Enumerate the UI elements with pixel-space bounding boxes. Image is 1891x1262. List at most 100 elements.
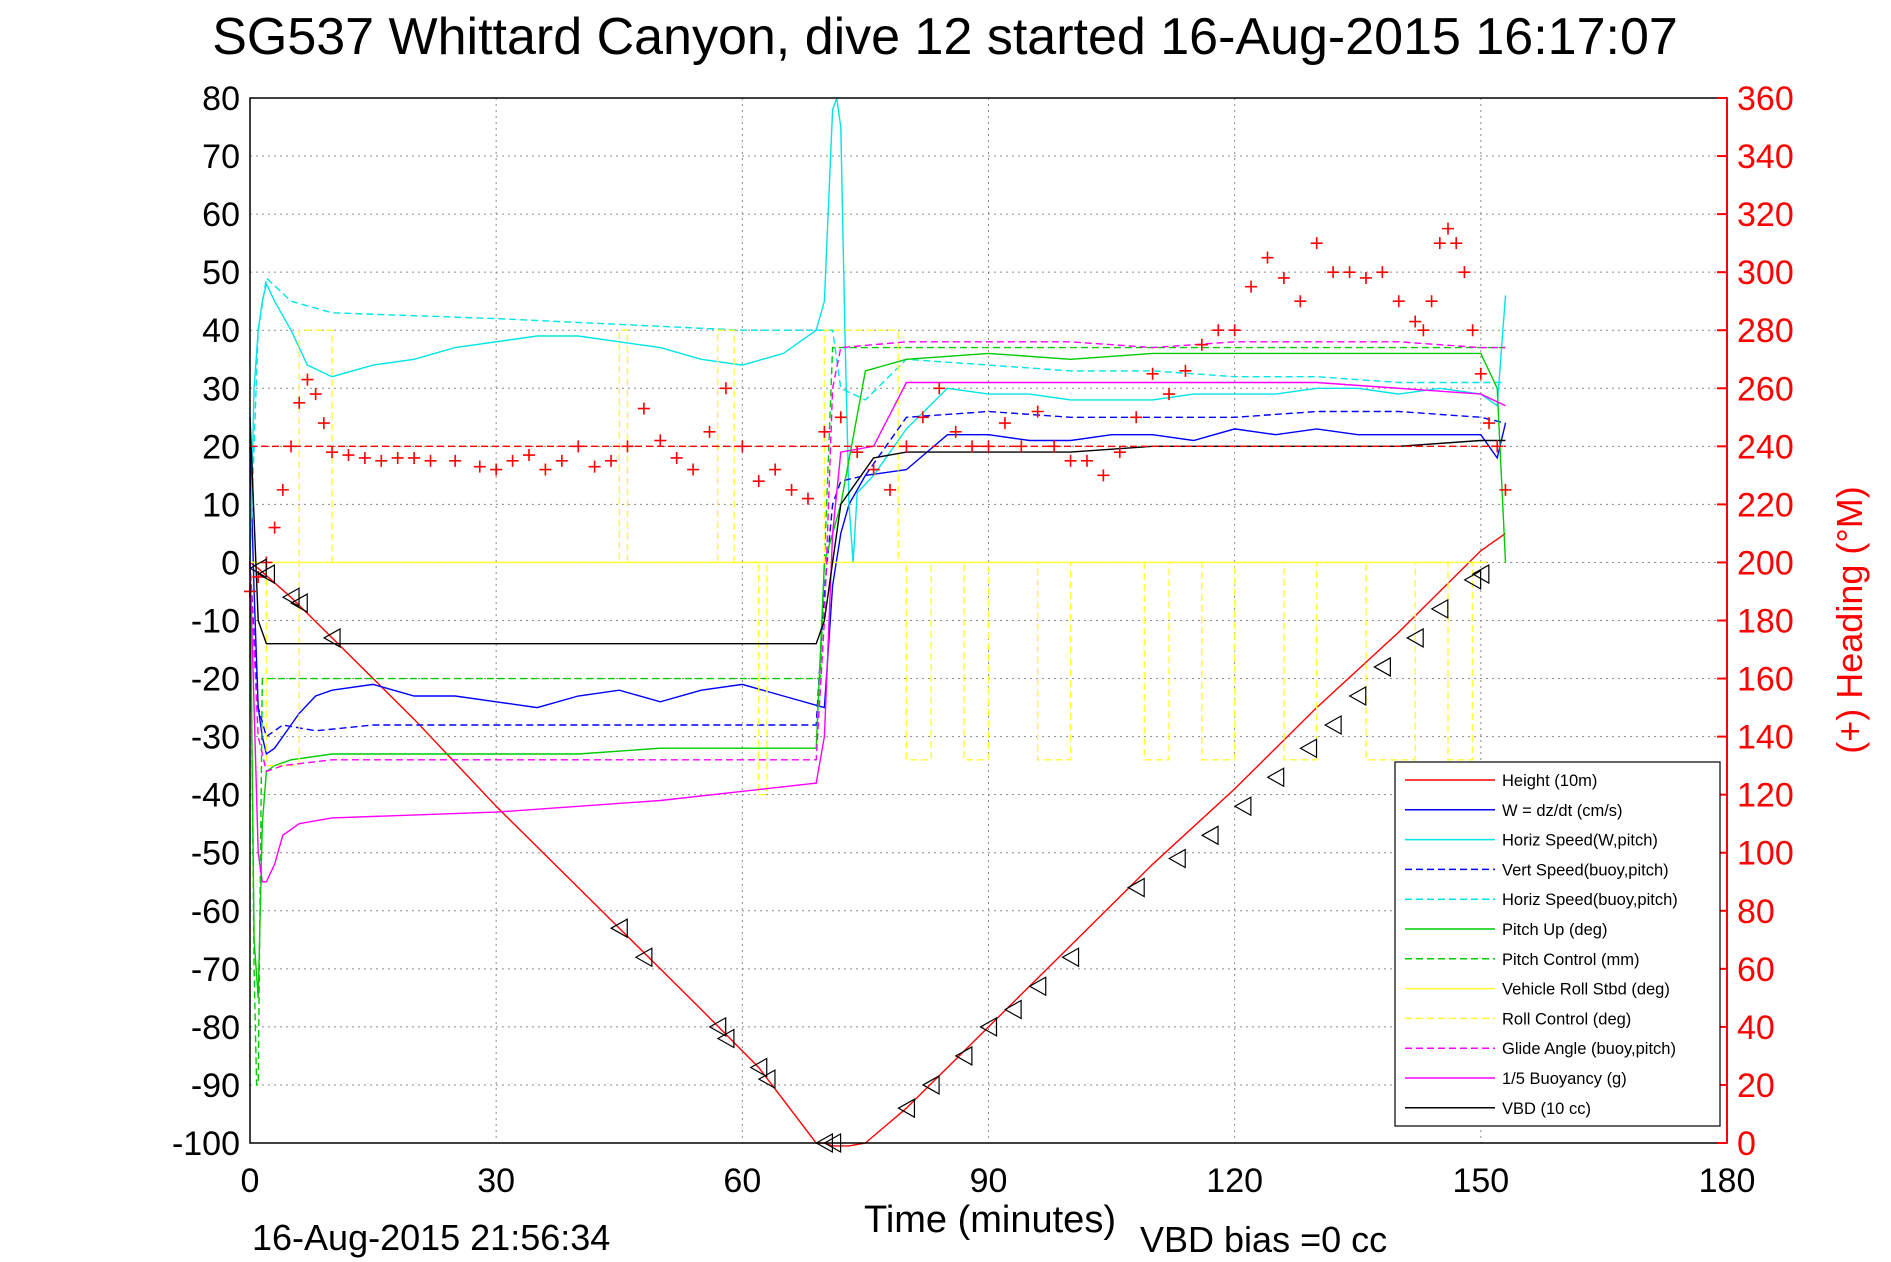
heading-point-70 <box>1327 266 1340 279</box>
heading-point-57 <box>1113 446 1126 459</box>
heading-point-51 <box>1015 440 1028 453</box>
legend-label-2: Horiz Speed(W,pitch) <box>1502 832 1658 850</box>
depth-marker-19 <box>1061 947 1080 968</box>
y-tick-label-4: 40 <box>202 312 240 350</box>
legend-items: Height (10m) W = dz/dt (cm/s) Horiz Speed(… <box>1405 772 1678 1118</box>
legend-label-11: VBD (10 cc) <box>1502 1100 1591 1118</box>
heading-point-3 <box>268 521 281 534</box>
heading-point-32 <box>703 425 716 438</box>
y-tick-label-11: -30 <box>191 719 240 757</box>
depth-marker-13 <box>897 1098 916 1119</box>
series-5 <box>249 352 1507 998</box>
y2-tick-label-12: 120 <box>1737 777 1794 815</box>
series-line-5 <box>249 352 1507 998</box>
heading-point-37 <box>785 483 798 496</box>
y-tick-label-8: 0 <box>221 544 240 582</box>
heading-point-4 <box>276 483 289 496</box>
y-tick-label-16: -80 <box>191 1009 240 1047</box>
heading-point-84 <box>1483 417 1496 430</box>
y-tick-label-9: -10 <box>191 603 240 641</box>
heading-point-14 <box>391 451 404 464</box>
heading-point-82 <box>1466 324 1479 337</box>
y-tick-label-5: 30 <box>202 370 240 408</box>
series-9 <box>249 341 1506 773</box>
series-line-10 <box>249 381 1506 883</box>
heading-point-18 <box>473 460 486 473</box>
y2-tick-label-1: 340 <box>1737 138 1794 176</box>
x-tick-label-0: 0 <box>241 1162 260 1200</box>
heading-point-69 <box>1310 237 1323 250</box>
heading-point-42 <box>867 463 880 476</box>
heading-point-49 <box>982 440 995 453</box>
y2-tick-labels: 3603403203002802602402202001801601401201… <box>1717 80 1794 1163</box>
y-tick-label-2: 60 <box>202 196 240 234</box>
depth-marker-27 <box>1348 685 1367 706</box>
depth-marker-30 <box>1430 598 1449 619</box>
heading-point-60 <box>1163 388 1176 401</box>
heading-point-40 <box>834 411 847 424</box>
heading-point-47 <box>949 425 962 438</box>
y2-tick-label-13: 100 <box>1737 835 1794 873</box>
depth-marker-5 <box>610 918 628 939</box>
heading-point-55 <box>1080 454 1093 467</box>
heading-point-30 <box>670 451 683 464</box>
heading-point-85 <box>1491 440 1504 453</box>
depth-marker-17 <box>1003 999 1022 1020</box>
heading-point-43 <box>884 483 897 496</box>
series-4 <box>249 276 1506 563</box>
y-tick-label-7: 10 <box>202 486 240 524</box>
legend: Height (10m) W = dz/dt (cm/s) Horiz Speed(… <box>1394 761 1721 1127</box>
footer-vbd-bias: VBD bias =0 cc <box>1140 1219 1387 1260</box>
y2-tick-label-5: 260 <box>1737 370 1794 408</box>
heading-point-52 <box>1031 405 1044 418</box>
x-tick-label-3: 90 <box>970 1162 1008 1200</box>
heading-point-10 <box>326 446 339 459</box>
heading-point-20 <box>506 454 519 467</box>
series-line-9 <box>249 341 1506 773</box>
heading-point-67 <box>1277 271 1290 284</box>
legend-label-8: Roll Control (deg) <box>1502 1010 1631 1028</box>
depth-marker-26 <box>1323 714 1342 736</box>
legend-label-0: Height (10m) <box>1502 772 1597 790</box>
legend-label-5: Pitch Up (deg) <box>1502 921 1607 939</box>
heading-point-33 <box>719 382 732 395</box>
heading-point-59 <box>1146 367 1159 380</box>
x-tick-label-5: 150 <box>1452 1162 1509 1200</box>
depth-marker-22 <box>1200 825 1219 846</box>
depth-marker-28 <box>1373 656 1391 677</box>
depth-marker-24 <box>1266 767 1285 788</box>
y-tick-label-6: 20 <box>202 428 240 466</box>
heading-point-79 <box>1442 222 1455 235</box>
y2-tick-label-6: 240 <box>1737 428 1794 466</box>
y2-tick-label-15: 60 <box>1737 951 1775 989</box>
heading-point-76 <box>1417 324 1430 337</box>
heading-point-5 <box>285 440 298 453</box>
heading-point-66 <box>1261 251 1274 264</box>
heading-point-27 <box>621 440 634 453</box>
heading-point-77 <box>1425 295 1438 308</box>
y2-tick-label-16: 40 <box>1737 1009 1775 1047</box>
y2-tick-label-9: 180 <box>1737 603 1794 641</box>
heading-point-53 <box>1048 440 1061 453</box>
series-14 <box>248 558 1490 1154</box>
y-tick-labels: 80 70 60 50 40 30 20 10 0 -10 -20 -30 -40 -50 -60 -70 -8… <box>172 80 240 1163</box>
y2-tick-label-17: 20 <box>1737 1067 1775 1105</box>
heading-point-63 <box>1212 324 1225 337</box>
heading-point-39 <box>818 425 831 438</box>
heading-point-26 <box>605 454 618 467</box>
y2-tick-label-3: 300 <box>1737 254 1794 292</box>
y2-tick-label-0: 360 <box>1737 80 1794 118</box>
y2-tick-label-8: 200 <box>1737 544 1794 582</box>
footer-timestamp: 16-Aug-2015 21:56:34 <box>252 1217 610 1258</box>
depth-marker-2 <box>281 587 300 608</box>
heading-point-81 <box>1458 266 1471 279</box>
heading-point-34 <box>736 440 749 453</box>
heading-point-80 <box>1450 237 1463 250</box>
heading-point-58 <box>1130 411 1143 424</box>
heading-point-74 <box>1392 295 1405 308</box>
heading-point-19 <box>490 463 503 476</box>
heading-point-44 <box>900 440 913 453</box>
y-tick-label-12: -40 <box>191 777 240 815</box>
heading-point-12 <box>358 451 371 464</box>
